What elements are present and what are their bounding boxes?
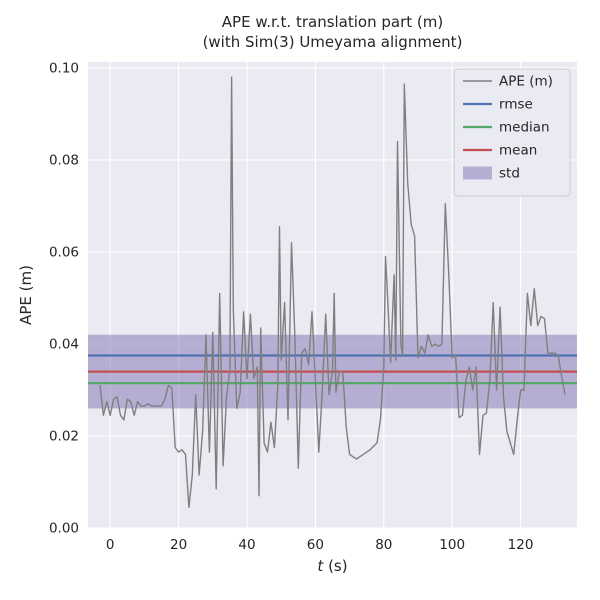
y-tick-label: 0.00 — [49, 521, 79, 537]
y-tick-label: 0.02 — [49, 428, 79, 444]
chart-title-line2: (with Sim(3) Umeyama alignment) — [202, 33, 463, 51]
ape-line — [99, 76, 566, 508]
x-tick-label: 20 — [170, 537, 187, 553]
legend: APE (m) rmse median mean std — [453, 68, 571, 197]
y-tick-label: 0.04 — [49, 336, 79, 352]
y-tick-label: 0.06 — [49, 244, 79, 260]
x-tick-label: 100 — [439, 537, 465, 553]
x-axis-label: t (s) — [88, 557, 577, 575]
x-tick-label: 80 — [375, 537, 392, 553]
chart-title-line1: APE w.r.t. translation part (m) — [221, 13, 444, 31]
y-tick-label: 0.10 — [49, 60, 79, 76]
legend-label: rmse — [499, 97, 533, 113]
x-tick-label: 60 — [307, 537, 324, 553]
legend-box — [453, 68, 571, 197]
chart-title: APE w.r.t. translation part (m) (with Si… — [88, 12, 577, 52]
legend-label: APE (m) — [499, 74, 553, 90]
x-tick-label: 0 — [106, 537, 115, 553]
x-axis-label-unit: (s) — [323, 557, 348, 575]
x-axis-label-variable: t — [317, 557, 324, 575]
x-tick-label: 40 — [238, 537, 255, 553]
legend-label: median — [499, 120, 550, 136]
legend-label: mean — [499, 143, 537, 159]
legend-label: std — [499, 166, 520, 182]
y-axis-label: APE (m) — [17, 265, 35, 325]
x-tick-label: 120 — [508, 537, 534, 553]
y-tick-label: 0.08 — [49, 152, 79, 168]
legend-swatch-std — [463, 166, 492, 180]
